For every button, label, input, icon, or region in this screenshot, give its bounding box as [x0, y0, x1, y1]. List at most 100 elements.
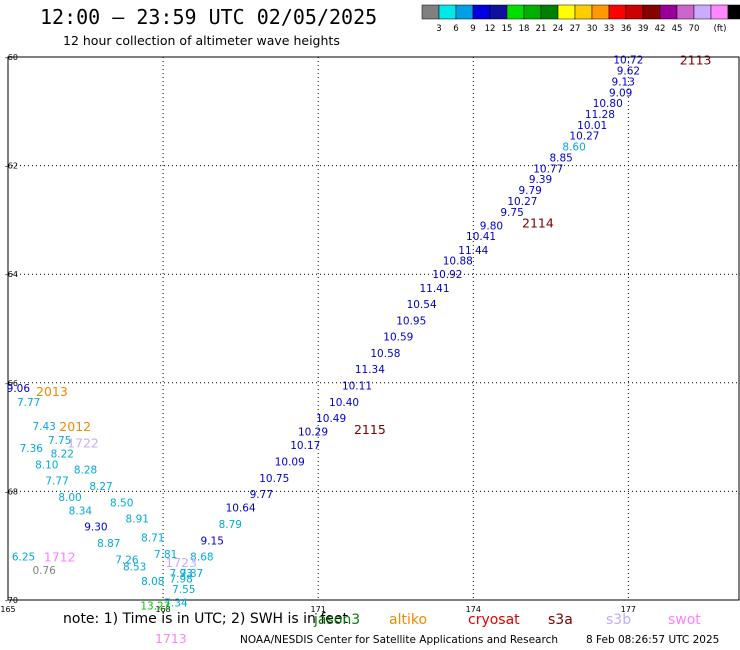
swh-value: 11.28 — [585, 109, 615, 121]
swh-value: 10.75 — [259, 473, 289, 485]
pass-time-label: 2013 — [36, 384, 68, 399]
swh-value: 10.54 — [407, 299, 437, 311]
colorbar-label: 45 — [672, 24, 683, 34]
swh-value: 7.43 — [32, 421, 55, 433]
swh-value: 8.53 — [123, 561, 146, 573]
swh-value: 10.40 — [329, 397, 359, 409]
x-tick-label: 168 — [155, 605, 170, 614]
colorbar-swatch — [625, 4, 644, 20]
swh-value: 7.87 — [180, 568, 203, 580]
swh-value: 10.58 — [370, 348, 400, 360]
colorbar-label: 12 — [485, 24, 496, 34]
swh-value: 13.23 — [140, 600, 170, 612]
swh-value: 10.72 — [613, 55, 643, 67]
footer-timestamp: 8 Feb 08:26:57 UTC 2025 — [586, 634, 720, 646]
swh-value: 8.50 — [110, 497, 133, 509]
x-tick-label: 165 — [0, 605, 15, 614]
page-title: 12:00 – 23:59 UTC 02/05/2025 — [40, 5, 378, 29]
colorbar-label: 3 — [436, 24, 441, 34]
colorbar-swatch — [642, 4, 661, 20]
plot-frame — [7, 56, 740, 601]
swh-value: 10.27 — [569, 131, 599, 143]
swh-value: 10.17 — [290, 440, 320, 452]
colorbar-label: 18 — [519, 24, 530, 34]
swh-value: 9.30 — [84, 522, 107, 534]
mission-label-altika: altiko — [389, 612, 428, 628]
swh-value: 8.34 — [69, 505, 93, 517]
mission-label-s3a: s3a — [548, 612, 573, 628]
swh-value: 7.36 — [20, 443, 44, 455]
pass-time-label: 1713 — [155, 631, 187, 646]
pass-time-label: 2113 — [680, 53, 712, 68]
colorbar-swatch — [608, 4, 627, 20]
swh-value: 9.13 — [612, 76, 635, 88]
colorbar-swatch — [693, 4, 712, 20]
mission-label-cryosat: cryosat — [468, 612, 520, 628]
pass-time-label: 2012 — [59, 419, 91, 434]
mission-label-swot: swot — [668, 612, 701, 628]
colorbar-label: 21 — [536, 24, 547, 34]
colorbar-swatch — [574, 4, 593, 20]
pass-time-label: 1723 — [165, 555, 197, 570]
x-tick-label: 171 — [311, 605, 326, 614]
y-tick-label: -66 — [5, 379, 18, 388]
swh-value: 10.41 — [466, 231, 496, 243]
swh-value: 7.55 — [172, 584, 195, 596]
swh-value: 9.75 — [500, 207, 523, 219]
x-tick-label: 174 — [466, 605, 481, 614]
swh-value: 10.11 — [342, 381, 372, 393]
swh-value: 9.09 — [609, 87, 632, 99]
swh-value: 7.81 — [154, 549, 177, 561]
colorbar-label: 39 — [638, 24, 649, 34]
swh-value: 8.85 — [549, 152, 572, 164]
swh-value: 8.27 — [89, 481, 112, 493]
y-tick-label: -68 — [5, 487, 18, 496]
colorbar-label: 9 — [470, 24, 475, 34]
colorbar-label: 24 — [553, 24, 564, 34]
colorbar-label: 33 — [604, 24, 615, 34]
swh-value: 7.93 — [169, 568, 192, 580]
footer-credit: NOAA/NESDIS Center for Satellite Applica… — [240, 634, 558, 646]
swh-value: 11.34 — [355, 364, 385, 376]
colorbar-swatch — [727, 4, 740, 20]
colorbar-swatch — [472, 4, 491, 20]
footer-note: note: 1) Time is in UTC; 2) SWH is in fe… — [63, 611, 349, 627]
pass-time-label: 2114 — [522, 216, 554, 231]
pass-time-label: 2116 — [145, 647, 177, 650]
colorbar-label: 6 — [453, 24, 458, 34]
mission-label-jason3: jason3 — [314, 612, 361, 628]
swh-value: 10.09 — [275, 457, 305, 469]
swh-value: 9.15 — [201, 535, 224, 547]
swh-value: 7.26 — [115, 554, 139, 566]
swh-value: 8.00 — [58, 492, 81, 504]
swh-value: 11.44 — [458, 245, 488, 257]
swh-value: 6.25 — [12, 552, 35, 564]
swh-value: 10.95 — [396, 315, 426, 327]
colorbar-swatch — [659, 4, 678, 20]
colorbar-label: 15 — [502, 24, 513, 34]
swh-value: 11.41 — [419, 283, 449, 295]
colorbar-label: 36 — [621, 24, 632, 34]
pass-time-label: 1712 — [44, 550, 76, 565]
swh-value: 7.77 — [17, 397, 40, 409]
swh-value: 7.75 — [48, 435, 71, 447]
swh-value: 10.01 — [577, 120, 607, 132]
swh-value: 10.27 — [507, 196, 537, 208]
swh-value: 8.10 — [35, 459, 58, 471]
y-tick-label: -70 — [5, 596, 18, 605]
mission-label-s3b: s3b — [606, 612, 632, 628]
colorbar-swatch — [591, 4, 610, 20]
colorbar-swatch — [523, 4, 542, 20]
pass-time-label: 2115 — [354, 422, 386, 437]
colorbar-swatch — [710, 4, 729, 20]
swh-value: 10.29 — [298, 427, 328, 439]
colorbar-label: 42 — [655, 24, 666, 34]
swh-value: 9.62 — [617, 66, 640, 78]
swh-value: 10.80 — [593, 98, 623, 110]
colorbar-label: 70 — [689, 24, 700, 34]
colorbar-swatch — [540, 4, 559, 20]
y-tick-label: -60 — [5, 53, 18, 62]
swh-value: 8.60 — [562, 142, 585, 154]
colorbar-swatch — [676, 4, 695, 20]
pass-time-label: 1722 — [67, 436, 99, 451]
